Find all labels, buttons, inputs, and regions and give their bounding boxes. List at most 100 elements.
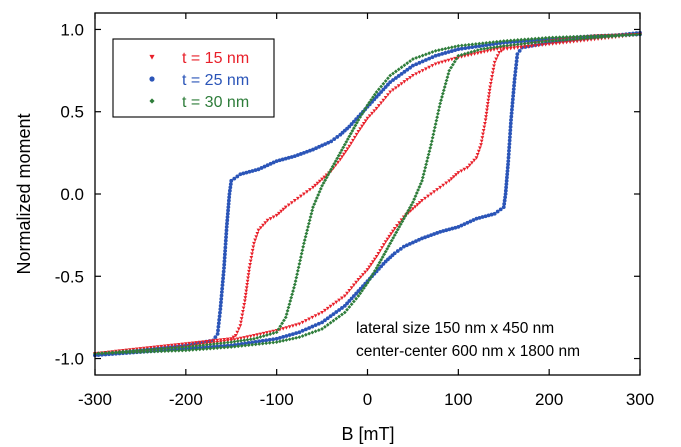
data-point (244, 289, 249, 293)
data-point (334, 310, 339, 314)
data-point (430, 55, 435, 60)
data-point (492, 211, 497, 216)
data-point (222, 262, 227, 267)
data-point (505, 47, 510, 51)
data-point (449, 45, 454, 50)
data-point (238, 324, 243, 328)
data-point (459, 223, 464, 228)
data-point (261, 331, 266, 336)
data-point (505, 43, 510, 48)
data-point (291, 289, 295, 293)
data-point (267, 337, 272, 342)
data-point (507, 135, 512, 139)
data-point (243, 343, 248, 348)
data-point (271, 340, 276, 345)
data-point (424, 162, 429, 167)
data-point (242, 338, 247, 343)
data-point (427, 149, 432, 154)
data-point (194, 347, 199, 352)
data-point (248, 262, 252, 267)
data-point (331, 318, 336, 323)
data-point (358, 115, 363, 119)
data-point (307, 331, 312, 336)
data-point (287, 337, 292, 342)
data-point (274, 330, 279, 335)
data-point (341, 152, 346, 157)
data-point (447, 179, 452, 183)
data-point (463, 46, 468, 51)
data-point (256, 228, 261, 233)
y-tick-label: -1.0 (55, 350, 84, 369)
data-point (444, 78, 449, 83)
data-point (438, 101, 443, 106)
data-point (372, 269, 377, 273)
data-point (433, 122, 438, 126)
data-point (399, 71, 404, 76)
data-point (466, 53, 470, 58)
data-point (317, 189, 322, 194)
data-point (371, 272, 375, 276)
data-point (436, 108, 441, 113)
data-point (400, 219, 405, 224)
data-point (297, 330, 302, 335)
data-point (396, 74, 401, 78)
data-point (417, 60, 422, 65)
data-point (391, 235, 396, 240)
data-point (294, 275, 299, 280)
data-point (389, 238, 394, 243)
data-point (383, 249, 388, 254)
data-point (387, 234, 392, 239)
data-point (225, 218, 230, 223)
data-point (310, 315, 315, 320)
data-point (242, 336, 247, 340)
data-point (258, 335, 263, 339)
data-point (414, 55, 419, 60)
data-point (252, 336, 256, 341)
data-point (226, 198, 231, 203)
data-point (290, 336, 295, 341)
data-point (348, 131, 353, 136)
data-point (477, 215, 482, 220)
data-point (289, 201, 294, 205)
data-point (253, 342, 258, 347)
data-point (300, 248, 305, 253)
data-point (513, 73, 517, 78)
data-point (215, 331, 220, 336)
data-point (320, 310, 324, 315)
data-point (417, 54, 422, 59)
data-point (369, 97, 374, 102)
data-point (197, 343, 202, 348)
data-point (148, 347, 153, 352)
data-point (388, 80, 393, 85)
data-point (466, 42, 471, 47)
data-point (442, 85, 447, 89)
data-point (320, 143, 324, 148)
data-point (459, 43, 464, 48)
data-point (341, 145, 346, 150)
data-point (236, 327, 241, 331)
data-point (401, 216, 406, 221)
data-point (323, 178, 328, 183)
data-point (371, 95, 375, 100)
data-point (488, 81, 493, 86)
data-point (438, 229, 443, 234)
data-point (405, 78, 410, 82)
data-point (131, 350, 136, 355)
data-point (239, 341, 244, 346)
data-point (363, 283, 368, 288)
data-point (411, 200, 415, 205)
data-point (342, 294, 347, 298)
data-point (252, 241, 256, 246)
data-point (320, 177, 324, 182)
data-point (306, 225, 310, 229)
data-point (561, 41, 566, 45)
data-point (356, 129, 361, 134)
data-point (378, 249, 383, 253)
data-point (411, 207, 415, 211)
data-point (284, 338, 289, 342)
data-point (408, 65, 412, 70)
data-point (225, 337, 230, 342)
data-point (367, 265, 372, 269)
data-point (484, 43, 489, 48)
data-point (294, 335, 299, 340)
